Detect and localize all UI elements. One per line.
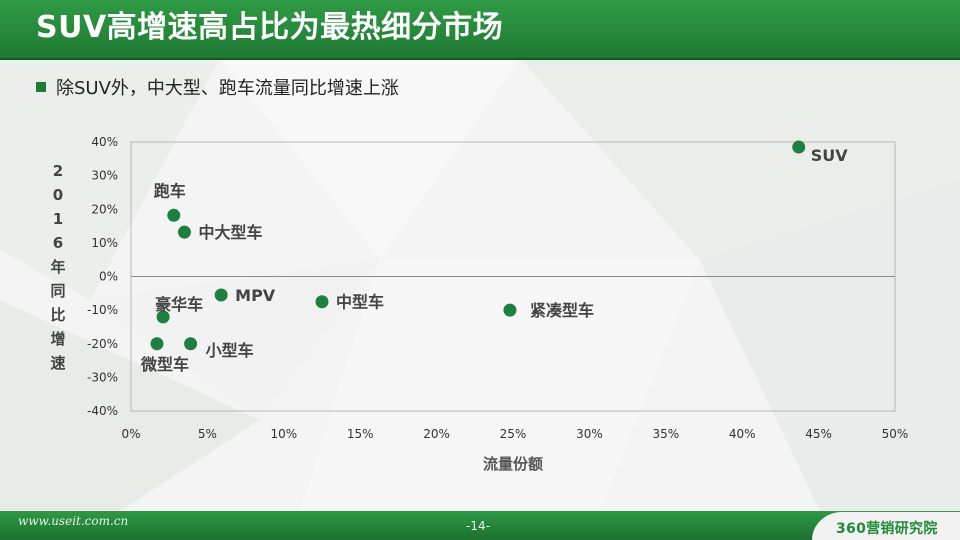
y-axis-label-char: 0 — [53, 186, 63, 204]
y-axis-label-char: 同 — [50, 282, 65, 300]
x-tick-label: 0% — [121, 427, 140, 441]
page-number: -14- — [466, 519, 490, 533]
x-tick-label: 25% — [500, 427, 527, 441]
data-label: 跑车 — [154, 181, 186, 200]
x-tick-label: 30% — [576, 427, 603, 441]
y-tick-label: 10% — [91, 236, 118, 250]
y-tick-label: -10% — [87, 303, 118, 317]
y-tick-label: -20% — [87, 337, 118, 351]
y-axis-label-char: 1 — [53, 210, 63, 228]
scatter-chart: 40%30%20%10%0%-10%-20%-30%-40% 0% 5% 10% 15… — [50, 135, 909, 473]
y-tick-label: 0% — [99, 270, 118, 284]
y-axis-label-char: 增 — [50, 330, 65, 348]
bullet-point: 除SUV外，中大型、跑车流量同比增速上涨 — [36, 74, 399, 100]
x-tick-label: 50% — [882, 427, 909, 441]
x-tick-label: 5% — [198, 427, 217, 441]
y-axis-label-char: 年 — [50, 258, 65, 276]
y-tick-label: 30% — [91, 169, 118, 183]
bullet-text: 除SUV外，中大型、跑车流量同比增速上涨 — [56, 78, 399, 99]
data-point — [156, 310, 170, 324]
y-tick-label: -30% — [87, 370, 118, 384]
data-label: 中型车 — [336, 293, 384, 312]
footer-bar — [0, 511, 960, 540]
y-tick-label: -40% — [87, 404, 118, 418]
footer-url: www.useit.com.cn — [18, 514, 129, 528]
logo: 360营销研究院 — [836, 521, 938, 537]
x-tick-label: 10% — [270, 427, 297, 441]
data-point — [184, 337, 198, 351]
data-label: 紧凑型车 — [530, 301, 594, 320]
page-title: SUV高增速高占比为最热细分市场 — [36, 10, 504, 45]
data-label: SUV — [811, 146, 849, 165]
data-point — [792, 140, 806, 154]
data-point — [214, 288, 228, 302]
data-point — [503, 303, 517, 317]
title-bar — [0, 0, 960, 60]
y-axis-label-char: 2 — [53, 162, 63, 180]
data-label: 微型车 — [140, 355, 189, 374]
data-point — [150, 337, 164, 351]
data-label: 豪华车 — [155, 295, 203, 314]
bullet-square-icon — [36, 82, 46, 92]
y-tick-label: 20% — [91, 202, 118, 216]
y-tick-label: 40% — [91, 135, 118, 149]
data-label: 中大型车 — [198, 223, 262, 242]
data-point — [315, 295, 329, 309]
x-tick-label: 15% — [347, 427, 374, 441]
y-axis-label-char: 6 — [53, 234, 63, 252]
data-point — [167, 208, 181, 222]
x-tick-label: 20% — [423, 427, 450, 441]
x-axis-label: 流量份额 — [483, 455, 543, 473]
x-tick-label: 40% — [729, 427, 756, 441]
logo-badge — [812, 512, 960, 540]
y-axis-label-char: 比 — [50, 306, 65, 324]
data-label: MPV — [235, 286, 276, 305]
y-axis-label-char: 速 — [50, 354, 65, 372]
data-point — [177, 225, 191, 239]
x-tick-label: 35% — [652, 427, 679, 441]
data-label: 小型车 — [206, 341, 254, 360]
x-tick-label: 45% — [805, 427, 832, 441]
